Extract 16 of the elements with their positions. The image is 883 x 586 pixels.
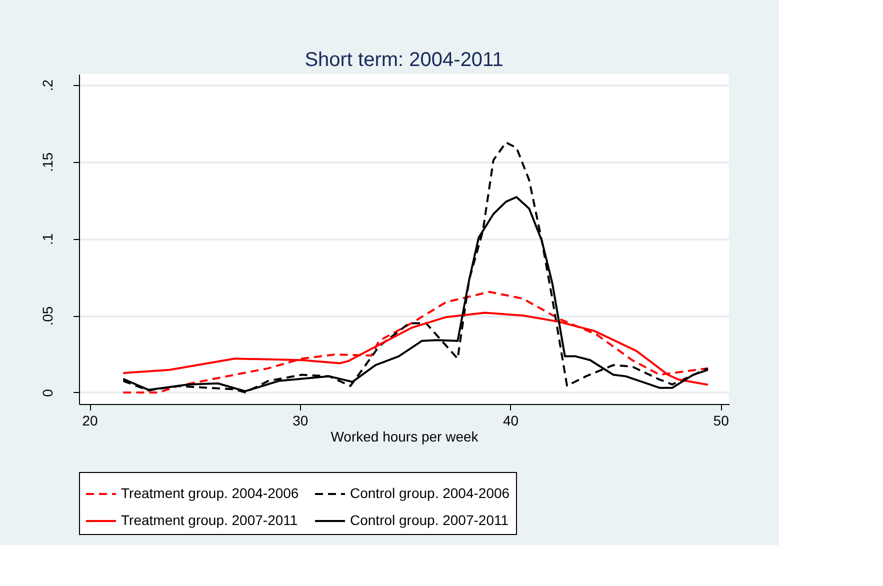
legend-label: Treatment group. 2007-2011: [121, 512, 298, 528]
y-tick-label: .1: [40, 233, 56, 245]
y-tick-label: .2: [40, 79, 56, 92]
x-tick-label: 30: [292, 412, 308, 428]
y-tick-label: 0: [40, 388, 56, 397]
line-series: [122, 290, 709, 394]
chart-title: Short term: 2004-2011: [304, 49, 504, 71]
y-tick-label: .05: [40, 306, 56, 326]
x-tick-label: 50: [713, 412, 730, 428]
legend-label: Control group. 2004-2006: [350, 485, 510, 501]
x-axis-title: Worked hours per week: [330, 428, 480, 444]
legend-label: Treatment group. 2004-2006: [121, 485, 299, 501]
y-tick-label: .15: [40, 152, 56, 172]
legend-label: Control group. 2007-2011: [350, 512, 509, 528]
x-tick-label: 20: [82, 412, 98, 428]
x-tick-label: 40: [502, 412, 519, 428]
